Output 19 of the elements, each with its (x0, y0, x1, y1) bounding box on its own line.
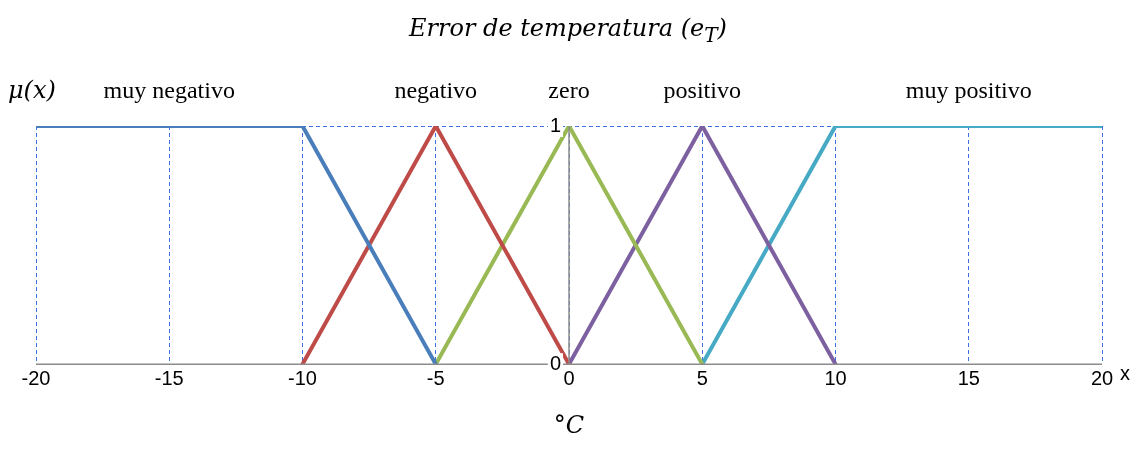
x-tick-label: -10 (288, 366, 317, 389)
x-tick-label: -15 (154, 366, 184, 389)
y-axis-title: μ(x) (8, 76, 56, 104)
x-tick-label: 20 (1090, 366, 1114, 389)
x-tick-label: -5 (426, 366, 445, 389)
series-label: muy negativo (103, 77, 235, 103)
chart-title: Error de temperatura (e$_{T}$) (407, 14, 728, 47)
series-label: zero (548, 77, 590, 103)
series-label: muy positivo (905, 77, 1032, 103)
x-tick-label: 0 (563, 366, 575, 389)
x-axis-title: °C (553, 410, 585, 439)
series-label: positivo (663, 77, 741, 103)
y-tick-label: 1 (549, 113, 561, 136)
series-label: negativo (394, 77, 478, 103)
x-tick-label: 10 (824, 366, 847, 389)
x-tick-label: -20 (21, 366, 51, 389)
text: x (1120, 361, 1130, 384)
x-tick-label: 5 (696, 366, 708, 389)
x-tick-label: 15 (957, 366, 980, 389)
